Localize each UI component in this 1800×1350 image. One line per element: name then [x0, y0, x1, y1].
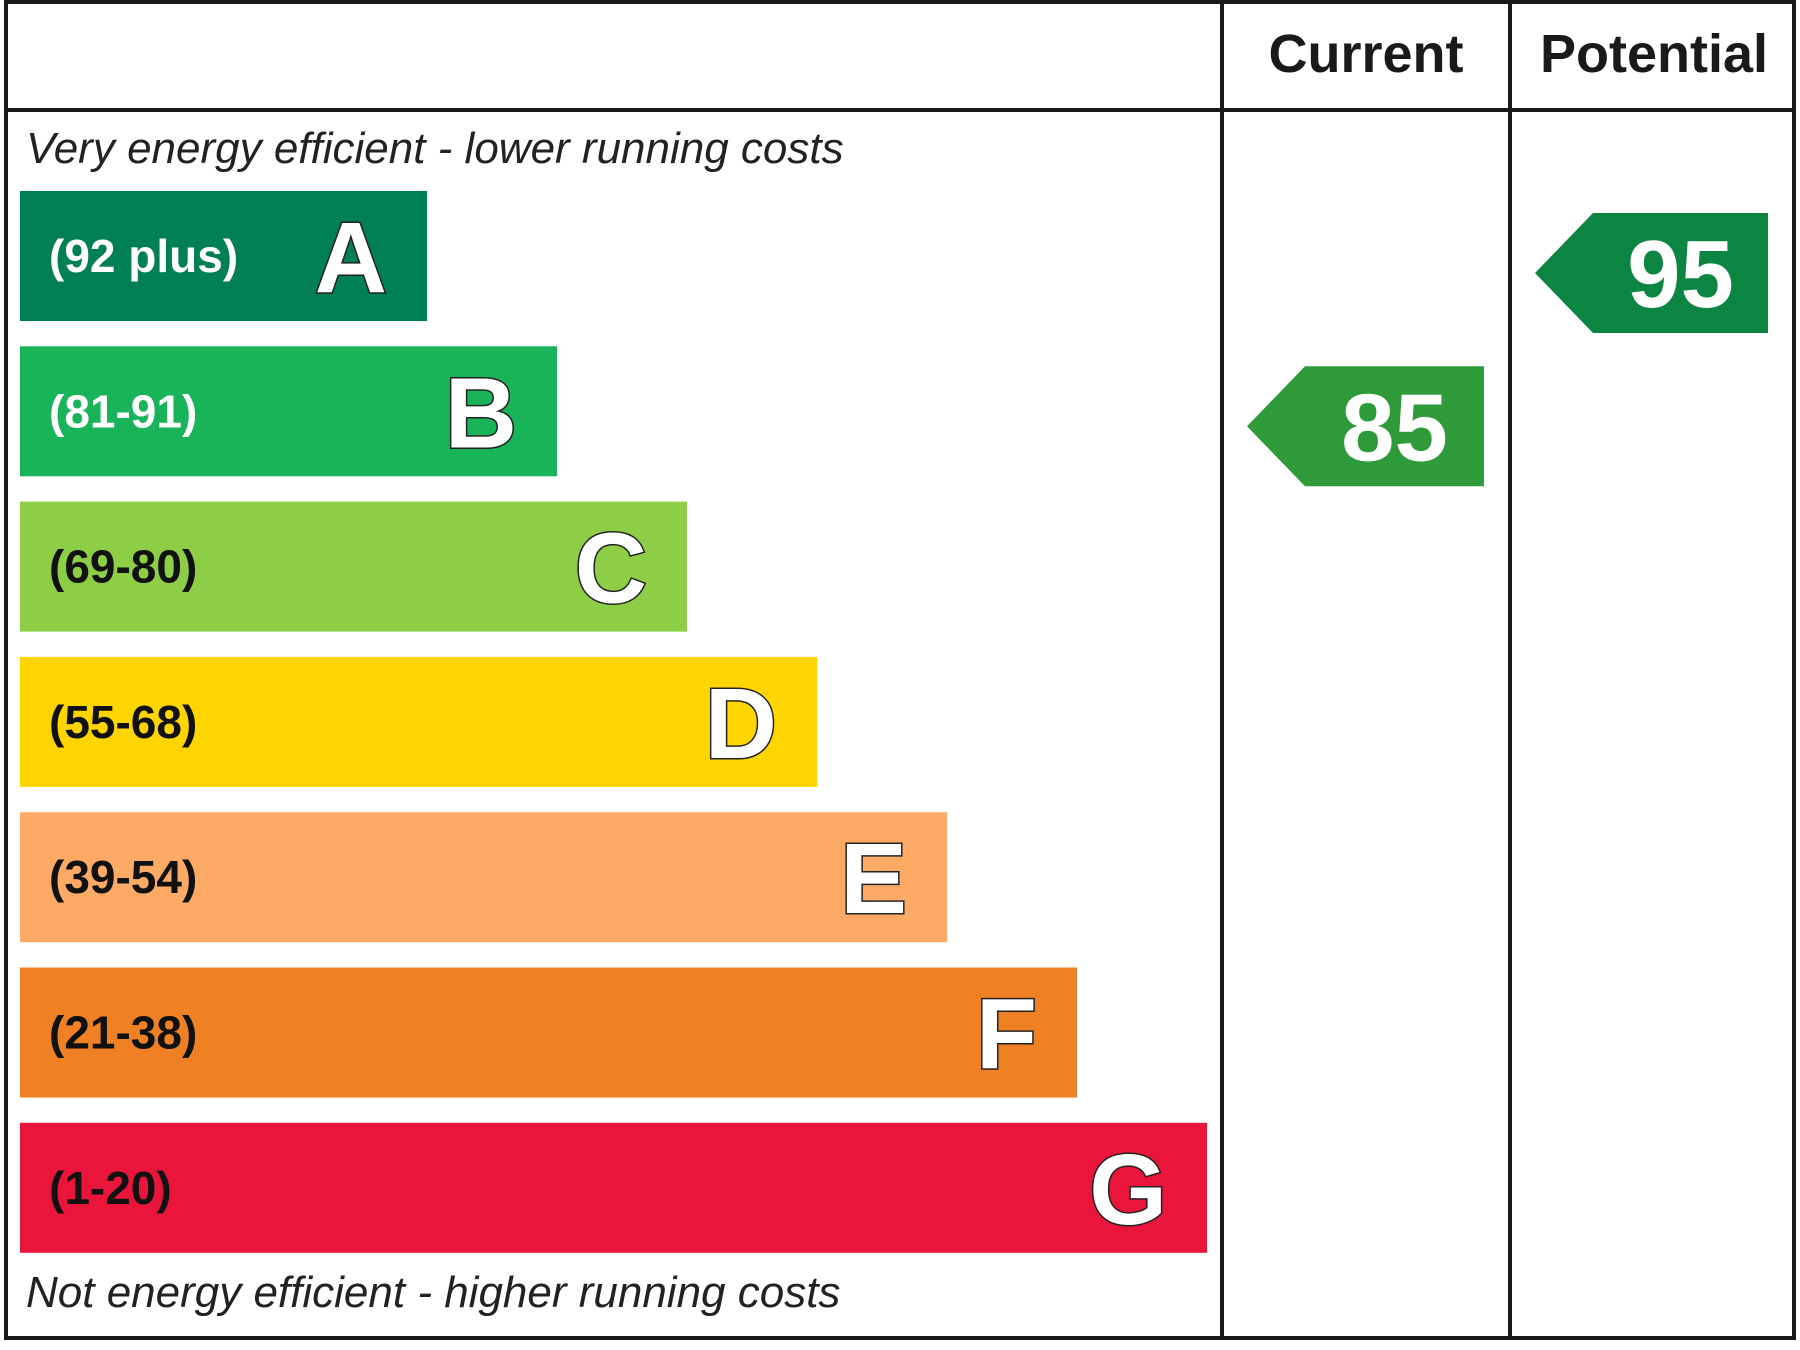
band-a-letter: A [315, 202, 387, 314]
band-e-letter: E [840, 823, 907, 935]
band-g-letter: G [1089, 1134, 1167, 1246]
band-f-bar [20, 967, 1077, 1098]
band-f-range-label: (21-38) [49, 1007, 197, 1059]
potential-rating-arrow [1535, 213, 1768, 333]
band-g-bar [20, 1122, 1207, 1253]
band-b-range-label: (81-91) [49, 385, 197, 437]
band-c-bar [20, 501, 687, 632]
potential-column-header: Potential [1540, 24, 1768, 84]
band-a-bar [20, 191, 427, 321]
top-caption: Very energy efficient - lower running co… [26, 124, 844, 173]
current-rating-value: 85 [1341, 374, 1448, 481]
potential-rating-value: 95 [1627, 221, 1734, 328]
band-c-letter: C [575, 513, 647, 625]
band-b-letter: B [445, 357, 517, 469]
current-column-header: Current [1268, 24, 1463, 84]
band-e-bar [20, 812, 947, 943]
bottom-caption: Not energy efficient - higher running co… [26, 1268, 840, 1317]
band-d-range-label: (55-68) [49, 696, 197, 748]
band-c-range-label: (69-80) [49, 541, 197, 593]
band-e-range-label: (39-54) [49, 851, 197, 903]
band-f-letter: F [976, 979, 1037, 1091]
band-b-bar [20, 346, 557, 477]
rating-arrows: 85 95 [1247, 213, 1768, 487]
band-a-range-label: (92 plus) [49, 230, 238, 282]
band-g-range-label: (1-20) [49, 1162, 172, 1214]
rating-bands: (92 plus) A (81-91) B (69-80) C (55-68) D (39-54… [20, 191, 1207, 1253]
band-d-letter: D [705, 668, 777, 780]
current-rating-arrow [1247, 366, 1484, 487]
band-d-bar [20, 656, 817, 787]
